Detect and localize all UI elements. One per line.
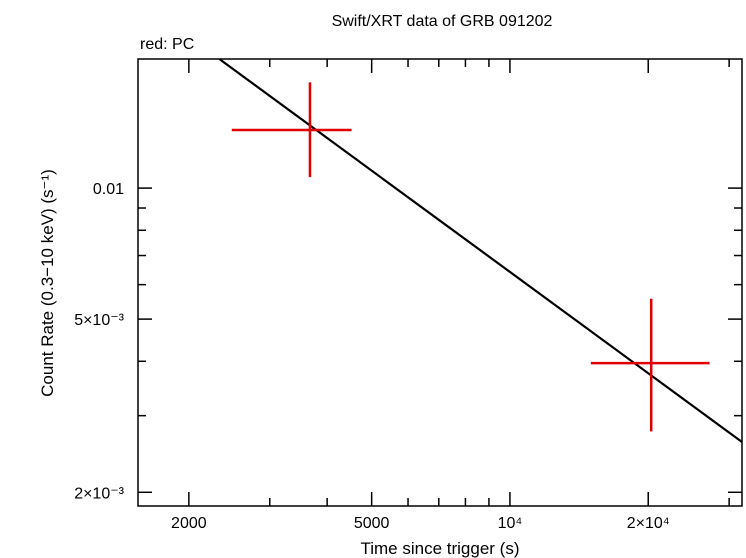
x-tick-label: 5000 xyxy=(354,515,390,532)
plot-frame xyxy=(137,58,743,507)
x-tick-label: 2000 xyxy=(171,515,207,532)
data-points-layer xyxy=(231,82,710,432)
model-layer xyxy=(218,58,743,443)
x-axis-label: Time since trigger (s) xyxy=(360,539,519,558)
data-point xyxy=(590,298,710,432)
model-line xyxy=(218,58,743,443)
tick-labels: 2000 5000 10⁴ 2×10⁴ 0.01 5×10⁻³ 2×10⁻³ xyxy=(74,181,670,532)
x-tick-label: 10⁴ xyxy=(498,515,523,532)
data-point xyxy=(231,82,352,178)
y-tick-label: 0.01 xyxy=(93,181,124,198)
x-tick-label: 2×10⁴ xyxy=(627,515,670,532)
y-tick-label: 5×10⁻³ xyxy=(74,312,124,329)
chart-title: Swift/XRT data of GRB 091202 xyxy=(332,13,553,30)
chart-subtitle: red: PC xyxy=(140,36,194,53)
y-tick-label: 2×10⁻³ xyxy=(74,485,124,502)
axis-ticks xyxy=(138,59,742,506)
y-axis-label: Count Rate (0.3−10 keV) (s⁻¹) xyxy=(38,169,57,397)
